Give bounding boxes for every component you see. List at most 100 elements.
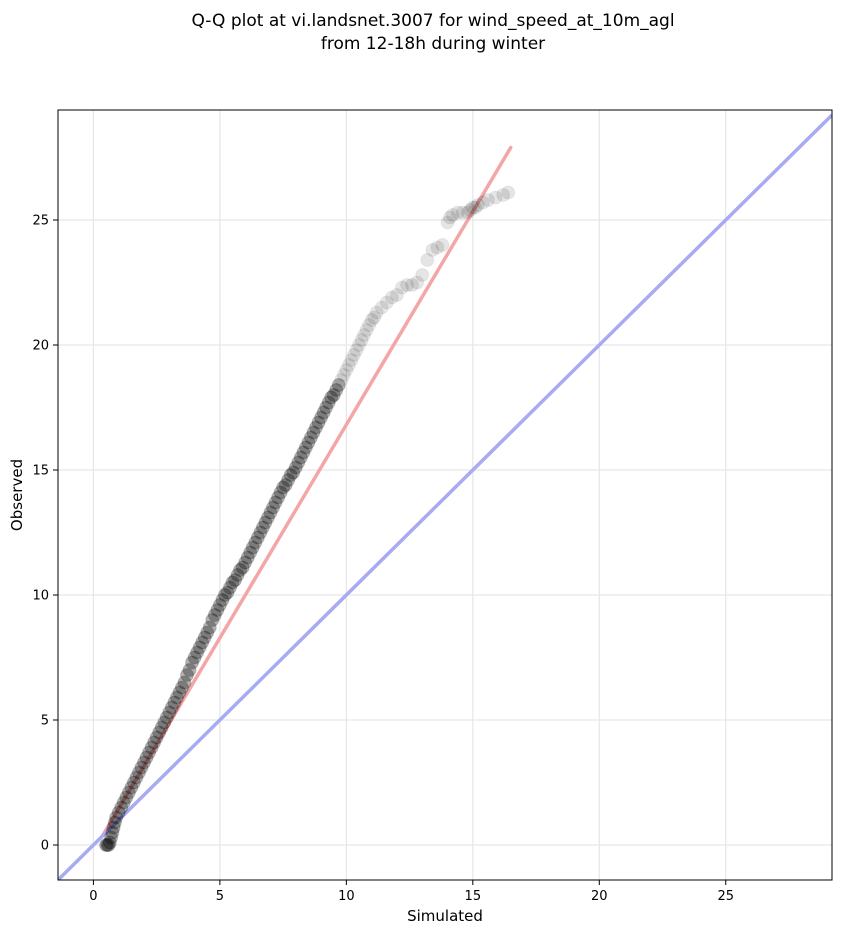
qq-point-60: [240, 550, 255, 565]
qq-point-94: [326, 388, 341, 402]
qq-point-27: [157, 715, 172, 730]
qq-point-131: [463, 203, 478, 217]
x-tick-label-1: 5: [216, 889, 224, 904]
qq-point-47: [207, 608, 222, 622]
x-axis-label: Simulated: [407, 907, 483, 925]
qq-point-56: [230, 568, 245, 582]
qq-point-89: [314, 410, 329, 425]
qq-point-134: [470, 198, 485, 212]
qq-point-2: [101, 838, 116, 852]
qq-point-68: [260, 510, 275, 525]
qq-point-136: [481, 193, 495, 207]
qq-point-23: [147, 735, 162, 750]
qq-point-36: [180, 668, 194, 682]
qq-point-113: [379, 295, 394, 310]
qq-point-78: [286, 465, 301, 480]
qq-point-40: [190, 645, 205, 660]
chart-title-line-2: from 12-18h during winter: [321, 34, 545, 54]
qq-point-71: [268, 495, 283, 510]
y-axis-label: Observed: [8, 459, 26, 531]
qq-point-61: [243, 545, 258, 560]
y-tick-label-4: 20: [32, 339, 49, 354]
qq-point-54: [225, 575, 240, 590]
qq-point-135: [475, 195, 490, 210]
qq-point-69: [263, 505, 278, 520]
y-tick-label-2: 10: [32, 589, 49, 604]
qq-point-130: [460, 205, 475, 220]
y-tick-label-1: 5: [41, 714, 49, 729]
qq-point-5: [105, 825, 120, 840]
qq-point-115: [389, 288, 404, 302]
qq-point-44: [200, 625, 215, 640]
qq-point-63: [248, 535, 263, 550]
qq-point-80: [291, 455, 306, 470]
x-tick-label-3: 15: [465, 889, 482, 904]
qq-point-124: [435, 238, 450, 252]
qq-point-62: [245, 540, 260, 555]
qq-point-79: [288, 460, 303, 475]
qq-point-9: [111, 805, 126, 820]
qq-point-83: [298, 440, 313, 455]
x-tick-label-5: 25: [717, 889, 734, 904]
qq-point-17: [131, 765, 146, 780]
qq-point-92: [321, 395, 336, 410]
qq-point-26: [154, 720, 169, 735]
qq-point-6: [106, 820, 121, 835]
qq-point-12: [119, 790, 134, 805]
qq-point-41: [192, 640, 207, 655]
qq-point-125: [440, 215, 455, 230]
qq-point-49: [212, 598, 227, 612]
qq-point-87: [309, 420, 323, 435]
qq-point-25: [152, 725, 167, 740]
qq-point-128: [450, 205, 465, 220]
qq-point-97: [334, 373, 349, 387]
qq-point-52: [220, 585, 235, 600]
qq-point-59: [238, 555, 253, 570]
series-lines: [58, 113, 832, 880]
qq-point-42: [195, 635, 210, 650]
qq-point-11: [116, 795, 131, 810]
one-to-one-line: [58, 113, 832, 880]
qq-point-35: [177, 675, 192, 690]
qq-point-74: [276, 480, 291, 495]
qq-point-32: [169, 690, 184, 705]
qq-point-112: [374, 300, 389, 315]
qq-point-37: [182, 663, 197, 677]
qq-point-98: [336, 368, 351, 382]
qq-point-86: [306, 425, 321, 440]
qq-point-129: [455, 205, 470, 220]
qq-point-99: [339, 363, 354, 377]
qq-point-96: [331, 378, 346, 392]
qq-point-88: [311, 415, 326, 430]
qq-point-14: [124, 780, 139, 795]
qq-point-111: [369, 305, 384, 320]
qq-point-50: [215, 593, 230, 607]
y-tick-label-3: 15: [32, 464, 49, 479]
qq-point-93: [324, 390, 339, 405]
qq-point-30: [164, 700, 179, 715]
qq-point-29: [162, 705, 177, 720]
plot-area: [57, 109, 833, 881]
fit-line: [100, 145, 513, 838]
qq-point-116: [395, 280, 409, 295]
qq-point-16: [129, 770, 144, 785]
qq-point-139: [501, 185, 516, 200]
qq-point-57: [233, 563, 248, 577]
qq-point-33: [172, 685, 187, 700]
qq-point-53: [223, 580, 237, 595]
qq-point-138: [496, 188, 511, 202]
qq-point-127: [445, 208, 460, 222]
qq-point-75: [278, 478, 293, 492]
qq-point-22: [144, 740, 159, 755]
qq-point-122: [425, 243, 440, 257]
qq-point-24: [149, 730, 164, 745]
qq-point-121: [420, 253, 435, 267]
x-tick-label-2: 10: [338, 889, 355, 904]
qq-point-118: [405, 278, 420, 292]
qq-point-85: [303, 430, 318, 445]
qq-point-77: [283, 468, 298, 482]
qq-point-51: [217, 588, 232, 602]
qq-point-109: [364, 313, 379, 327]
qq-point-70: [266, 500, 280, 515]
